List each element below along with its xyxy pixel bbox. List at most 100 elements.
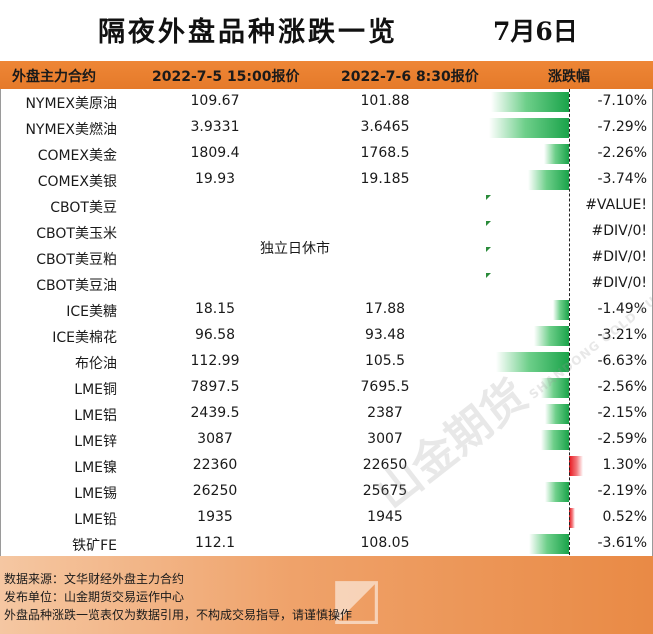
change-percent: 0.52% bbox=[602, 509, 647, 525]
contract-name: CBOT美豆粕 bbox=[36, 252, 117, 268]
table-row: COMEX美金 1809.4 1768.5 -2.26% bbox=[0, 141, 653, 167]
footer-disclaimer: 外盘品种涨跌一览表仅为数据引用，不构成交易指导，请谨慎操作 bbox=[4, 608, 353, 622]
contract-name: 铁矿FE bbox=[72, 538, 117, 554]
change-percent: #VALUE! bbox=[585, 197, 647, 213]
price-curr: 2387 bbox=[367, 405, 403, 421]
change-percent: #DIV/0! bbox=[591, 249, 647, 265]
change-percent: -3.74% bbox=[597, 171, 647, 187]
footer-publisher: 发布单位：山金期货交易运作中心 bbox=[4, 590, 185, 604]
error-flag-icon bbox=[486, 195, 491, 200]
change-percent: -7.10% bbox=[597, 93, 647, 109]
table-row: NYMEX美燃油 3.9331 3.6465 -7.29% bbox=[0, 115, 653, 141]
table-row: NYMEX美原油 109.67 101.88 -7.10% bbox=[0, 89, 653, 115]
contract-name: CBOT美豆油 bbox=[36, 278, 117, 294]
price-curr: 3007 bbox=[367, 431, 403, 447]
price-curr: 25675 bbox=[362, 483, 408, 499]
table-row: CBOT美豆油 #DIV/0! bbox=[0, 271, 653, 297]
price-curr: 1768.5 bbox=[360, 145, 410, 161]
change-percent: -1.49% bbox=[597, 301, 647, 317]
price-curr: 108.05 bbox=[360, 535, 410, 551]
bar-axis bbox=[569, 89, 570, 555]
error-flag-icon bbox=[486, 221, 491, 226]
change-bar bbox=[490, 92, 569, 112]
change-bar bbox=[569, 456, 584, 476]
error-flag-icon bbox=[486, 247, 491, 252]
price-prev: 112.1 bbox=[194, 535, 236, 551]
change-percent: -2.15% bbox=[597, 405, 647, 421]
change-bar bbox=[545, 404, 569, 424]
table-row: 铁矿FE 112.1 108.05 -3.61% bbox=[0, 531, 653, 557]
header-change: 涨跌幅 bbox=[548, 69, 590, 85]
closed-note: 独立日休市 bbox=[260, 241, 330, 257]
change-bar bbox=[544, 144, 569, 164]
change-bar bbox=[569, 508, 575, 528]
price-prev: 1935 bbox=[197, 509, 233, 525]
contract-name: 布伦油 bbox=[75, 356, 117, 372]
contract-name: CBOT美豆 bbox=[50, 200, 117, 216]
change-bar bbox=[488, 118, 569, 138]
price-prev: 26250 bbox=[192, 483, 238, 499]
change-percent: -7.29% bbox=[597, 119, 647, 135]
change-percent: -2.59% bbox=[597, 431, 647, 447]
price-prev: 22360 bbox=[192, 457, 238, 473]
price-curr: 3.6465 bbox=[360, 119, 410, 135]
price-curr: 22650 bbox=[362, 457, 408, 473]
price-curr: 7695.5 bbox=[360, 379, 410, 395]
price-prev: 7897.5 bbox=[190, 379, 240, 395]
contract-name: CBOT美玉米 bbox=[36, 226, 117, 242]
price-prev: 96.58 bbox=[194, 327, 236, 343]
price-prev: 112.99 bbox=[190, 353, 240, 369]
table-row: ICE美糖 18.15 17.88 -1.49% bbox=[0, 297, 653, 323]
change-bar bbox=[544, 482, 569, 502]
price-prev: 18.15 bbox=[194, 301, 236, 317]
price-curr: 101.88 bbox=[360, 93, 410, 109]
contract-name: ICE美糖 bbox=[66, 304, 117, 320]
contract-name: LME锡 bbox=[74, 486, 117, 502]
price-prev: 2439.5 bbox=[190, 405, 240, 421]
change-bar bbox=[496, 352, 569, 372]
change-bar bbox=[540, 378, 569, 398]
contract-name: LME镍 bbox=[74, 460, 117, 476]
change-percent: #DIV/0! bbox=[591, 223, 647, 239]
change-percent: #DIV/0! bbox=[591, 275, 647, 291]
footer: ◩ 数据来源：文华财经外盘主力合约 发布单位：山金期货交易运作中心 外盘品种涨跌… bbox=[0, 556, 653, 634]
table-row: LME锡 26250 25675 -2.19% bbox=[0, 479, 653, 505]
header-price-prev: 2022-7-5 15:00报价 bbox=[152, 69, 300, 85]
error-flag-icon bbox=[486, 273, 491, 278]
price-prev: 3.9331 bbox=[190, 119, 240, 135]
price-prev: 1809.4 bbox=[190, 145, 240, 161]
contract-name: ICE美棉花 bbox=[52, 330, 117, 346]
contract-name: COMEX美银 bbox=[37, 174, 117, 190]
page-title: 隔夜外盘品种涨跌一览 bbox=[98, 17, 398, 48]
table-row: LME铜 7897.5 7695.5 -2.56% bbox=[0, 375, 653, 401]
contract-name: LME铜 bbox=[74, 382, 117, 398]
price-prev: 3087 bbox=[197, 431, 233, 447]
price-curr: 105.5 bbox=[364, 353, 406, 369]
change-percent: 1.30% bbox=[602, 457, 647, 473]
change-bar bbox=[529, 534, 569, 554]
table-row: COMEX美银 19.93 19.185 -3.74% bbox=[0, 167, 653, 193]
price-prev: 19.93 bbox=[194, 171, 236, 187]
price-prev: 109.67 bbox=[190, 93, 240, 109]
change-percent: -6.63% bbox=[597, 353, 647, 369]
change-bar bbox=[527, 170, 569, 190]
contract-name: LME铝 bbox=[74, 408, 117, 424]
report-date: 7月6日 bbox=[493, 17, 578, 46]
change-bar bbox=[533, 326, 569, 346]
header-contract: 外盘主力合约 bbox=[12, 69, 96, 85]
table-row: CBOT美豆 #VALUE! bbox=[0, 193, 653, 219]
price-curr: 93.48 bbox=[364, 327, 406, 343]
contract-name: LME铅 bbox=[74, 512, 117, 528]
footer-source: 数据来源：文华财经外盘主力合约 bbox=[4, 572, 185, 586]
change-percent: -2.19% bbox=[597, 483, 647, 499]
contract-name: NYMEX美原油 bbox=[25, 96, 117, 112]
change-percent: -2.56% bbox=[597, 379, 647, 395]
contract-name: COMEX美金 bbox=[37, 148, 117, 164]
table-row: LME锌 3087 3007 -2.59% bbox=[0, 427, 653, 453]
table-row: LME镍 22360 22650 1.30% bbox=[0, 453, 653, 479]
table-row: CBOT美玉米 #DIV/0! bbox=[0, 219, 653, 245]
title-bar: 隔夜外盘品种涨跌一览 7月6日 bbox=[0, 0, 653, 61]
change-percent: -3.21% bbox=[597, 327, 647, 343]
table-row: 布伦油 112.99 105.5 -6.63% bbox=[0, 349, 653, 375]
price-curr: 17.88 bbox=[364, 301, 406, 317]
